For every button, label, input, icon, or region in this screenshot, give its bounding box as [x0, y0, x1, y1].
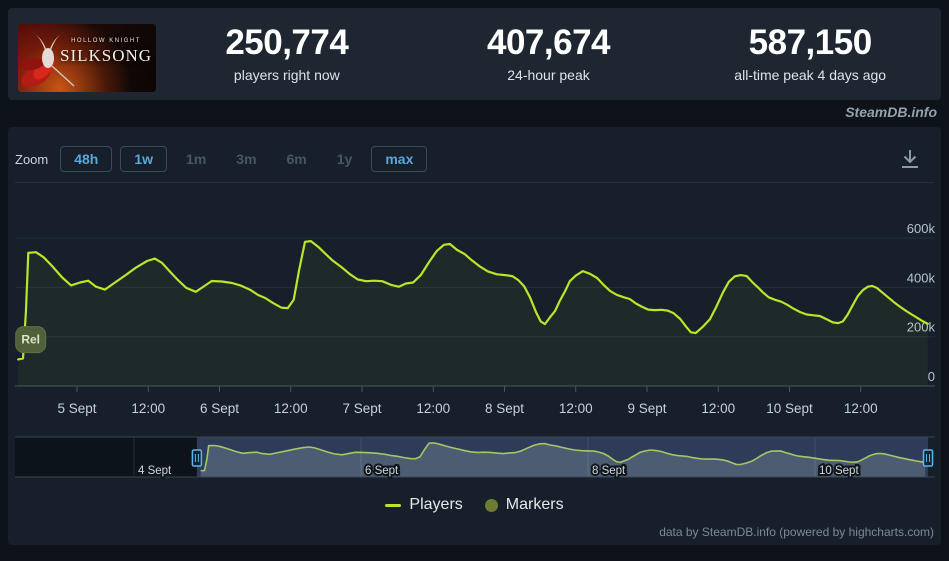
header-panel: HOLLOW KNIGHT SILKSONG 250,774 players ri…: [8, 8, 941, 100]
stat-block-0: 250,774 players right now: [156, 8, 418, 100]
zoom-button-3m: 3m: [236, 151, 257, 167]
x-axis-label: 10 Sept: [766, 401, 813, 416]
stat-label: all-time peak 4 days ago: [734, 66, 887, 83]
player-stats: 250,774 players right now 407,674 24-hour p…: [156, 8, 941, 100]
chart-legend: Players Markers: [8, 496, 941, 514]
release-marker-label: Rel: [21, 333, 40, 347]
hornet-artwork: [20, 32, 75, 87]
navigator-selection-mask[interactable]: [196, 437, 929, 477]
x-axis-label: 12:00: [131, 401, 165, 416]
legend-item-players[interactable]: Players: [385, 496, 463, 514]
stat-label: players right now: [233, 66, 340, 83]
navigator-date-label: 8 Sept: [592, 465, 626, 477]
stat-label: 24-hour peak: [507, 66, 590, 83]
zoom-button-1w[interactable]: 1w: [120, 146, 168, 172]
x-axis-label: 8 Sept: [485, 401, 524, 416]
y-axis-label: 0: [928, 369, 935, 384]
stat-value: 407,674: [486, 23, 611, 63]
stat-value: 250,774: [225, 23, 349, 63]
zoom-label: Zoom: [15, 151, 49, 167]
steamdb-watermark: SteamDB.info: [845, 104, 937, 120]
navigator-handle-left[interactable]: [191, 449, 203, 467]
x-axis-label: 12:00: [701, 401, 735, 416]
navigator-line: [200, 442, 926, 472]
navigator-handle-right[interactable]: [922, 449, 934, 467]
legend-label: Players: [409, 496, 463, 513]
players-area-fill: [18, 241, 928, 386]
y-axis-label: 400k: [907, 270, 936, 285]
stat-block-1: 407,674 24-hour peak: [418, 8, 680, 100]
navigator-area-fill: [200, 442, 926, 477]
x-axis-label: 12:00: [416, 401, 450, 416]
credits-text: data by SteamDB.info (powered by highcha…: [659, 525, 934, 539]
legend-item-markers[interactable]: Markers: [484, 496, 564, 514]
download-arrow-icon: [902, 150, 918, 168]
toolbar-divider: [15, 182, 934, 183]
x-axis-label: 7 Sept: [342, 401, 381, 416]
navigator-date-label: 6 Sept: [365, 465, 399, 477]
stat-value: 587,150: [748, 23, 873, 63]
x-axis-label: 6 Sept: [200, 401, 239, 416]
navigator-outside-mask: [15, 437, 197, 477]
zoom-button-48h[interactable]: 48h: [60, 146, 113, 172]
x-axis-label: 12:00: [559, 401, 593, 416]
chart-panel: Zoom 48h 1w 1m 3m 6m 1y max 0200k400k600k5 Sep…: [8, 127, 941, 545]
download-icon[interactable]: [899, 147, 921, 171]
zoom-toolbar: Zoom 48h 1w 1m 3m 6m 1y max: [15, 145, 435, 173]
x-axis-label: 12:00: [844, 401, 878, 416]
x-axis-label: 12:00: [274, 401, 308, 416]
markers-circle-swatch: [484, 498, 498, 512]
players-line-swatch: [385, 503, 402, 507]
legend-label: Markers: [505, 496, 564, 513]
stat-block-2: 587,150 all-time peak 4 days ago: [679, 8, 941, 100]
capsule-title: SILKSONG: [60, 46, 153, 65]
zoom-button-1y: 1y: [336, 151, 353, 167]
game-capsule-image[interactable]: HOLLOW KNIGHT SILKSONG: [18, 24, 156, 92]
capsule-title-top: HOLLOW KNIGHT: [71, 38, 141, 44]
zoom-button-max[interactable]: max: [371, 146, 428, 172]
navigator-date-label: 4 Sept: [138, 465, 172, 477]
players-line[interactable]: [17, 239, 929, 361]
zoom-button-6m: 6m: [286, 151, 307, 167]
zoom-button-1m: 1m: [186, 151, 207, 167]
navigator-date-label: 10 Sept: [819, 465, 859, 477]
y-axis-label: 600k: [907, 221, 936, 236]
x-axis-label: 9 Sept: [627, 401, 666, 416]
release-marker-badge[interactable]: [15, 326, 47, 354]
x-axis-label: 5 Sept: [57, 401, 96, 416]
